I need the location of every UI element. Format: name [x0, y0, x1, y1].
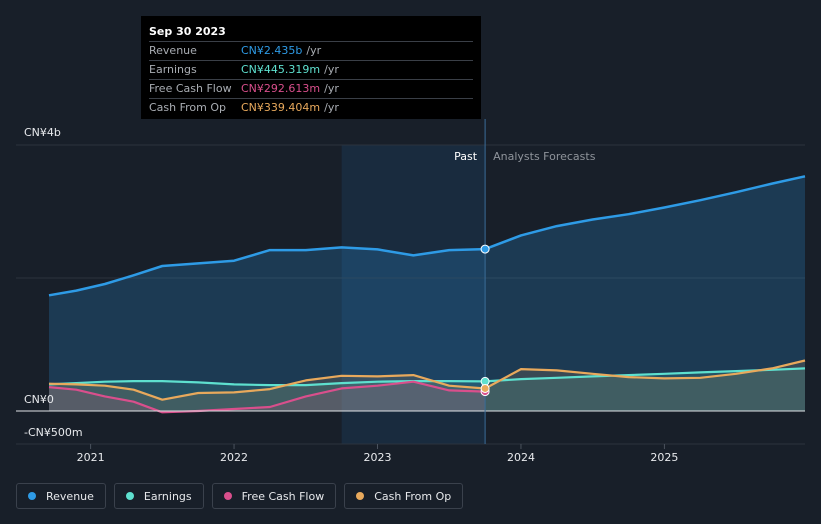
legend-dot-icon — [356, 492, 365, 500]
legend-label: Revenue — [46, 489, 94, 503]
legend-dot-icon — [28, 492, 36, 500]
x-tick-label: 2022 — [220, 451, 248, 464]
past-highlight-band — [341, 145, 486, 444]
chart-legend: Revenue Earnings Free Cash Flow Cash Fro… — [16, 483, 464, 509]
legend-label: Earnings — [143, 489, 192, 503]
tooltip-row-cash-from-op: Cash From Op CN¥339.404m /yr — [149, 98, 473, 117]
free-cash-flow-area — [49, 381, 486, 413]
tooltip-unit: /yr — [324, 101, 339, 114]
tooltip-row-earnings: Earnings CN¥445.319m /yr — [149, 60, 473, 79]
x-tick-label: 2021 — [77, 451, 105, 464]
legend-dot-icon — [125, 492, 134, 500]
tooltip-value: CN¥339.404m — [241, 101, 321, 114]
free-cash-flow-line — [48, 380, 486, 414]
earnings-area — [49, 368, 805, 411]
revenue-area — [49, 176, 805, 411]
tooltip-row-revenue: Revenue CN¥2.435b /yr — [149, 41, 473, 60]
y-tick-label: -CN¥500m — [24, 426, 83, 439]
x-tick-label: 2023 — [364, 451, 392, 464]
y-tick-label: CN¥4b — [24, 126, 61, 139]
tooltip-value: CN¥292.613m — [241, 82, 321, 95]
tooltip-label: Cash From Op — [149, 101, 227, 114]
legend-item-earnings[interactable]: Earnings — [113, 483, 204, 509]
tooltip-label: Earnings — [149, 63, 197, 76]
past-label: Past — [454, 150, 478, 163]
legend-label: Free Cash Flow — [241, 489, 325, 503]
forecast-label: Analysts Forecasts — [493, 150, 596, 163]
cash-from-op-marker — [480, 383, 490, 393]
tooltip-unit: /yr — [324, 63, 339, 76]
x-tick-label: 2024 — [507, 451, 535, 464]
data-tooltip: Sep 30 2023 Revenue CN¥2.435b /yr Earnin… — [141, 16, 481, 119]
tooltip-label: Free Cash Flow — [149, 82, 232, 95]
tooltip-row-free-cash-flow: Free Cash Flow CN¥292.613m /yr — [149, 79, 473, 98]
tooltip-label: Revenue — [149, 44, 197, 57]
legend-item-free-cash-flow[interactable]: Free Cash Flow — [211, 483, 337, 509]
y-tick-label: CN¥0 — [24, 393, 54, 406]
tooltip-value: CN¥445.319m — [241, 63, 321, 76]
tooltip-unit: /yr — [324, 82, 339, 95]
x-tick-label: 2025 — [650, 451, 678, 464]
legend-label: Cash From Op — [374, 489, 452, 503]
tooltip-value: CN¥2.435b — [241, 44, 303, 57]
legend-item-revenue[interactable]: Revenue — [16, 483, 106, 509]
revenue-line — [48, 175, 806, 297]
tooltip-unit: /yr — [306, 44, 322, 57]
legend-dot-icon — [223, 492, 232, 500]
revenue-marker — [480, 244, 490, 254]
cash-from-op-line — [48, 359, 806, 401]
legend-item-cash-from-op[interactable]: Cash From Op — [344, 483, 464, 509]
tooltip-date: Sep 30 2023 — [149, 25, 226, 38]
